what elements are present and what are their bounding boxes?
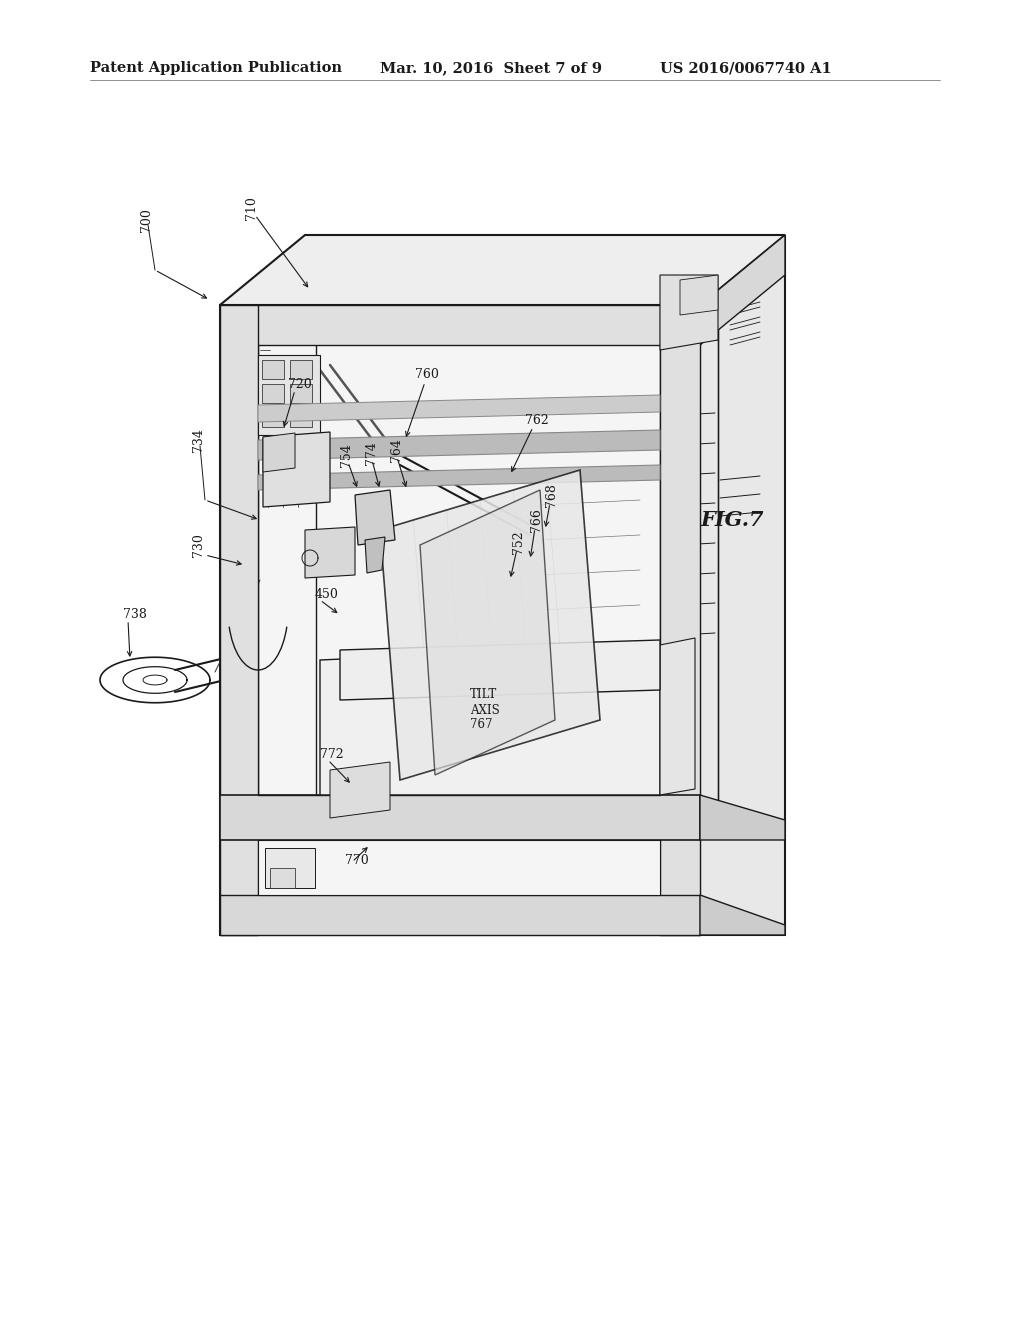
Polygon shape bbox=[220, 305, 700, 345]
Polygon shape bbox=[263, 433, 295, 473]
Text: FIG.7: FIG.7 bbox=[700, 510, 764, 531]
Polygon shape bbox=[258, 465, 660, 490]
Text: 762: 762 bbox=[525, 413, 549, 426]
Text: 774: 774 bbox=[365, 441, 378, 465]
Text: 772: 772 bbox=[319, 748, 344, 762]
Polygon shape bbox=[319, 645, 660, 795]
Polygon shape bbox=[355, 490, 395, 545]
Text: 752: 752 bbox=[512, 531, 525, 554]
Polygon shape bbox=[365, 537, 385, 573]
Polygon shape bbox=[262, 360, 284, 379]
Polygon shape bbox=[680, 275, 718, 315]
Polygon shape bbox=[290, 360, 312, 379]
Polygon shape bbox=[305, 527, 355, 578]
Polygon shape bbox=[270, 869, 295, 888]
Polygon shape bbox=[220, 305, 258, 935]
Polygon shape bbox=[265, 847, 315, 888]
Text: TILT: TILT bbox=[470, 689, 498, 701]
Polygon shape bbox=[700, 235, 785, 935]
Polygon shape bbox=[700, 235, 785, 345]
Polygon shape bbox=[258, 430, 660, 459]
Polygon shape bbox=[290, 408, 312, 426]
Polygon shape bbox=[660, 275, 718, 350]
Text: AXIS: AXIS bbox=[470, 704, 500, 717]
Text: 710: 710 bbox=[245, 197, 258, 220]
Polygon shape bbox=[262, 384, 284, 403]
Text: 768: 768 bbox=[545, 483, 558, 507]
Text: 760: 760 bbox=[415, 368, 439, 381]
Polygon shape bbox=[258, 275, 718, 345]
Polygon shape bbox=[220, 795, 700, 840]
Text: 738: 738 bbox=[123, 609, 146, 622]
Text: 767: 767 bbox=[470, 718, 493, 731]
Text: 720: 720 bbox=[288, 379, 311, 392]
Polygon shape bbox=[290, 384, 312, 403]
Text: 764: 764 bbox=[390, 438, 403, 462]
Polygon shape bbox=[380, 470, 600, 780]
Polygon shape bbox=[263, 432, 330, 507]
Text: US 2016/0067740 A1: US 2016/0067740 A1 bbox=[660, 61, 831, 75]
Polygon shape bbox=[700, 795, 785, 840]
Text: 700: 700 bbox=[140, 209, 153, 232]
Polygon shape bbox=[420, 490, 555, 775]
Polygon shape bbox=[330, 762, 390, 818]
Polygon shape bbox=[660, 638, 695, 795]
Text: 766: 766 bbox=[530, 508, 543, 532]
Text: 754: 754 bbox=[340, 444, 353, 467]
Polygon shape bbox=[220, 235, 785, 305]
Polygon shape bbox=[258, 395, 660, 422]
Text: 450: 450 bbox=[315, 589, 339, 602]
Text: Mar. 10, 2016  Sheet 7 of 9: Mar. 10, 2016 Sheet 7 of 9 bbox=[380, 61, 602, 75]
Polygon shape bbox=[258, 840, 660, 895]
Text: 734: 734 bbox=[193, 428, 205, 451]
Polygon shape bbox=[660, 305, 700, 935]
Text: 730: 730 bbox=[193, 533, 205, 557]
Polygon shape bbox=[700, 895, 785, 935]
Polygon shape bbox=[220, 305, 700, 935]
Text: 770: 770 bbox=[345, 854, 369, 866]
Polygon shape bbox=[220, 895, 700, 935]
Polygon shape bbox=[258, 355, 319, 436]
Text: Patent Application Publication: Patent Application Publication bbox=[90, 61, 342, 75]
Polygon shape bbox=[340, 640, 660, 700]
Polygon shape bbox=[262, 408, 284, 426]
